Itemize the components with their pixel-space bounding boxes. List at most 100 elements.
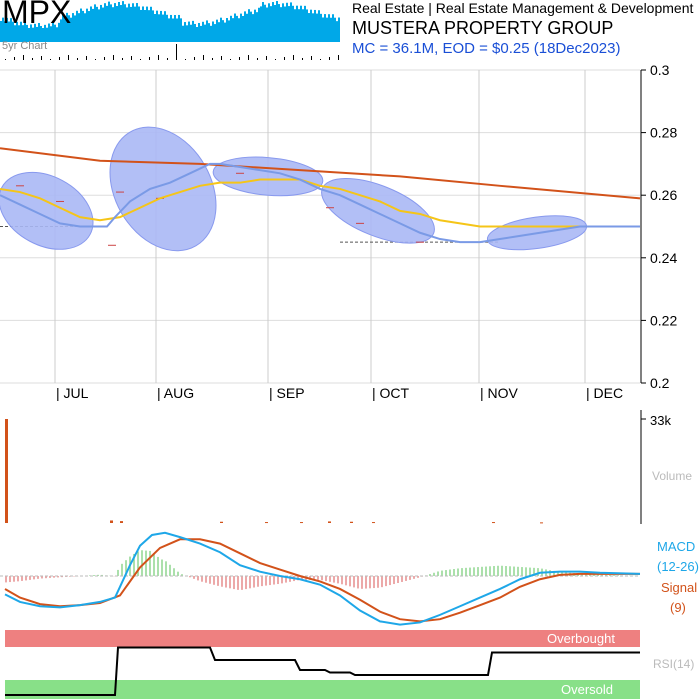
sparkline-bar — [36, 26, 38, 42]
sparkline-bar — [118, 2, 120, 42]
macd-panel: MACD (12-26) Signal (9) — [0, 531, 699, 626]
sparkline-bar — [170, 14, 172, 42]
sparkline-volume-tick — [293, 55, 294, 60]
sparkline-bar — [42, 28, 44, 42]
sparkline-volume-tick — [23, 55, 24, 60]
sparkline-bar — [110, 4, 112, 42]
sparkline-bar — [220, 17, 222, 42]
sparkline-bar — [318, 10, 320, 43]
sparkline-bar — [186, 25, 188, 42]
sparkline-bar — [174, 15, 176, 42]
sparkline-bar — [130, 6, 132, 43]
sparkline-bar — [74, 15, 76, 42]
price-panel: | JUL | AUG | SEP | OCT | NOV | DEC 0.3 0.28 0.2… — [0, 62, 677, 401]
sparkline-bar — [288, 6, 290, 42]
sparkline-volume-tick — [185, 59, 186, 60]
sparkline-bar — [240, 13, 242, 43]
sparkline-bar — [234, 13, 236, 43]
sparkline-bar — [262, 2, 264, 43]
sparkline-bar — [84, 13, 86, 42]
sparkline-bar — [114, 3, 116, 43]
sector-label: Real Estate | Real Estate Management & D… — [352, 0, 694, 16]
volume-panel: 33k Volume — [5, 410, 692, 524]
sparkline-bar — [46, 27, 48, 42]
sparkline-bar — [252, 14, 254, 43]
sparkline-bar — [238, 18, 240, 42]
sparkline-bar — [112, 7, 114, 42]
sparkline-bar — [308, 13, 310, 42]
price-tick-label: 0.3 — [650, 62, 670, 78]
price-line — [0, 162, 640, 244]
sparkline-volume-tick — [176, 44, 177, 60]
sparkline-volume-tick — [230, 59, 231, 60]
volume-bar — [220, 521, 223, 523]
sparkline-bar — [34, 23, 36, 42]
sparkline-bar — [290, 2, 292, 43]
sparkline-bar — [94, 4, 96, 42]
macd-params: (12-26) — [657, 559, 699, 574]
sparkline-bar — [30, 24, 32, 42]
sparkline-bar — [260, 6, 262, 42]
sparkline-bar — [166, 14, 168, 42]
sparkline-bar — [78, 13, 80, 42]
sparkline-volume-tick — [122, 58, 123, 60]
sparkline-bar — [306, 9, 308, 42]
oversold-label: Oversold — [561, 682, 613, 697]
sparkline-bar — [192, 20, 194, 42]
sparkline-bar — [232, 18, 234, 42]
sparkline-bar — [242, 15, 244, 42]
price-tick-label: 0.28 — [650, 125, 677, 141]
sparkline-bar — [40, 25, 42, 42]
sparkline-bar — [206, 20, 208, 42]
sparkline-bar — [22, 25, 24, 42]
sparkline-bar — [6, 17, 8, 42]
sparkline-bar — [276, 1, 278, 43]
price-tick-label: 0.2 — [650, 375, 670, 391]
sparkline-bar — [168, 18, 170, 42]
sparkline-bar — [24, 21, 26, 42]
sparkline-volume-tick — [50, 59, 51, 60]
sparkline-bar — [68, 15, 70, 43]
ticker-symbol: MPX — [2, 0, 72, 30]
sparkline-bar — [20, 21, 22, 42]
sparkline-volume-tick — [284, 57, 285, 60]
sparkline-bar — [10, 18, 12, 42]
sparkline-bar — [132, 3, 134, 43]
signal-label: Signal — [661, 580, 697, 595]
rsi-label: RSI(14) — [653, 657, 694, 671]
sparkline-bar — [16, 21, 18, 42]
sparkline-volume-tick — [239, 57, 240, 60]
sparkline-bar — [152, 10, 154, 42]
sparkline-bar — [218, 22, 220, 42]
sparkline-bar — [88, 11, 90, 43]
signal-params: (9) — [670, 600, 686, 615]
sparkline-bar — [264, 4, 266, 42]
sparkline-bar — [156, 10, 158, 42]
sparkline-volume-tick — [248, 55, 249, 60]
sparkline-bar — [150, 6, 152, 43]
sparkline-bar — [82, 10, 84, 42]
volume-bar — [110, 520, 113, 523]
sparkline-bar — [334, 17, 336, 42]
sparkline-bar — [270, 6, 272, 42]
sparkline-bar — [326, 17, 328, 42]
sparkline-bar — [128, 3, 130, 42]
sparkline-volume-tick — [5, 59, 6, 60]
sparkline-bar — [126, 7, 128, 42]
sparkline-volume-tick — [59, 57, 60, 60]
sparkline-bar — [258, 7, 260, 42]
sparkline-bar — [144, 10, 146, 42]
sparkline-bar — [280, 7, 282, 42]
sparkline-bar — [226, 18, 228, 42]
sparkline-bar — [180, 18, 182, 42]
sparkline-volume-tick — [257, 58, 258, 60]
sparkline-bar — [60, 19, 62, 42]
sparkline-bar — [250, 11, 252, 42]
sparkline-bar — [196, 26, 198, 42]
sparkline-bar — [108, 1, 110, 43]
sparkline-bar — [154, 14, 156, 42]
sparkline-bar — [182, 25, 184, 42]
sparkline-bar — [44, 24, 46, 42]
volume-bar — [120, 521, 123, 523]
